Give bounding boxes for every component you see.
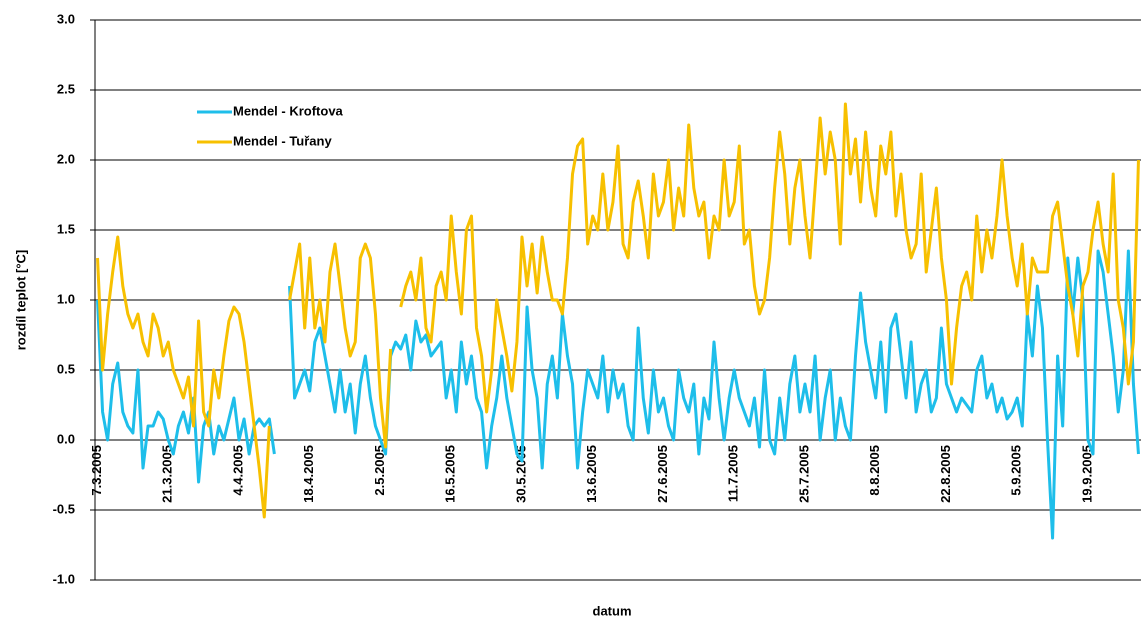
- y-tick-label: 1.0: [57, 291, 75, 306]
- x-tick-label: 21.3.2005: [160, 445, 175, 503]
- x-tick-label: 2.5.2005: [372, 445, 387, 496]
- legend-label: Mendel - Tuřany: [233, 133, 332, 148]
- legend-label: Mendel - Kroftova: [233, 103, 344, 118]
- x-tick-label: 16.5.2005: [443, 445, 458, 503]
- x-tick-label: 30.5.2005: [513, 445, 528, 503]
- x-tick-label: 8.8.2005: [867, 445, 882, 496]
- y-tick-label: 0.5: [57, 361, 75, 376]
- y-tick-label: 1.5: [57, 221, 75, 236]
- y-tick-label: 0.0: [57, 431, 75, 446]
- x-tick-label: 18.4.2005: [301, 445, 316, 503]
- x-tick-label: 5.9.2005: [1009, 445, 1024, 496]
- x-tick-label: 11.7.2005: [726, 445, 741, 502]
- x-tick-label: 4.4.2005: [230, 445, 245, 496]
- x-tick-label: 22.8.2005: [938, 445, 953, 503]
- y-tick-label: 2.0: [57, 151, 75, 166]
- x-axis-label: datum: [593, 603, 632, 618]
- y-axis-label: rozdíl teplot [°C]: [13, 250, 28, 351]
- y-tick-label: 3.0: [57, 11, 75, 26]
- x-tick-label: 25.7.2005: [796, 445, 811, 503]
- y-tick-label: -1.0: [53, 571, 75, 586]
- series-line: [96, 249, 1140, 540]
- y-tick-label: 2.5: [57, 81, 75, 96]
- x-tick-label: 7.3.2005: [89, 445, 104, 496]
- x-tick-label: 19.9.2005: [1079, 445, 1094, 503]
- x-tick-label: 13.6.2005: [584, 445, 599, 503]
- x-tick-label: 27.6.2005: [655, 445, 670, 503]
- y-tick-label: -0.5: [53, 501, 75, 516]
- series-line: [96, 102, 1140, 519]
